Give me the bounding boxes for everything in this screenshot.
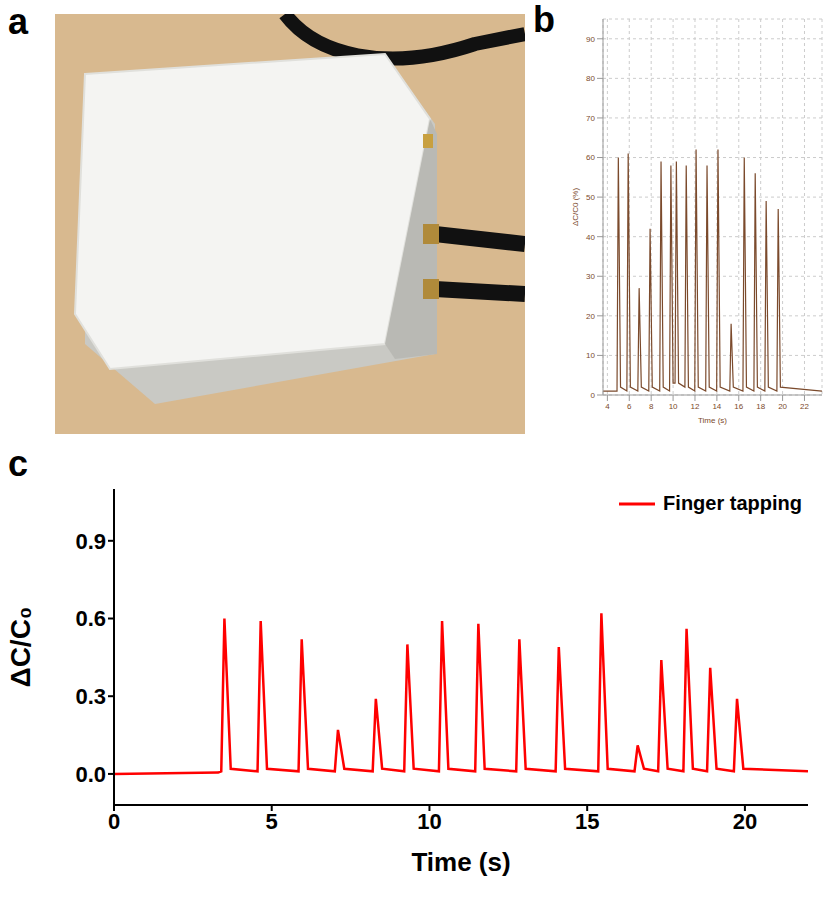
svg-text:90: 90 (586, 35, 595, 44)
svg-text:70: 70 (586, 114, 595, 123)
svg-text:Time (s): Time (s) (698, 416, 727, 425)
svg-text:10: 10 (586, 351, 595, 360)
svg-text:16: 16 (734, 402, 743, 411)
svg-text:6: 6 (627, 402, 632, 411)
svg-text:4: 4 (605, 402, 610, 411)
svg-text:8: 8 (649, 402, 654, 411)
svg-text:18: 18 (756, 402, 765, 411)
svg-text:20: 20 (733, 809, 757, 834)
svg-text:50: 50 (586, 193, 595, 202)
html-text:a: a (8, 1, 28, 42)
svg-text:0.6: 0.6 (75, 606, 106, 631)
svg-text:40: 40 (586, 233, 595, 242)
svg-text:0: 0 (108, 809, 120, 834)
svg-text:30: 30 (586, 272, 595, 281)
svg-text:0.3: 0.3 (75, 684, 106, 709)
svg-text:ΔC/C0 (%): ΔC/C0 (%) (571, 188, 580, 227)
svg-text:60: 60 (586, 153, 595, 162)
svg-text:0.0: 0.0 (75, 762, 106, 787)
svg-text:12: 12 (691, 402, 700, 411)
svg-text:15: 15 (575, 809, 599, 834)
svg-text:14: 14 (712, 402, 721, 411)
svg-text:10: 10 (417, 809, 441, 834)
html-text:c: c (8, 443, 28, 484)
svg-text:22: 22 (800, 402, 809, 411)
svg-text:Time (s): Time (s) (411, 847, 510, 877)
svg-text:0.9: 0.9 (75, 529, 106, 554)
svg-text:20: 20 (778, 402, 787, 411)
svg-text:20: 20 (586, 312, 595, 321)
svg-text:5: 5 (266, 809, 278, 834)
svg-text:80: 80 (586, 74, 595, 83)
svg-text:0: 0 (591, 391, 596, 400)
svg-text:ΔC/C₀: ΔC/C₀ (5, 607, 36, 688)
svg-text:10: 10 (669, 402, 678, 411)
html-text:b: b (533, 0, 555, 40)
html-text:Finger tapping: Finger tapping (663, 492, 802, 514)
